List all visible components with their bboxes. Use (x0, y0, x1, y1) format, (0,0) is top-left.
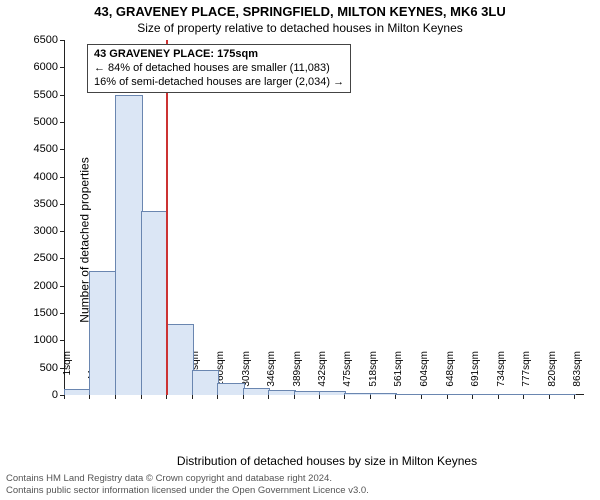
x-axis-label: Distribution of detached houses by size … (64, 454, 590, 468)
x-tick-mark (498, 395, 499, 399)
y-tick-mark (60, 67, 64, 68)
x-tick-mark (344, 395, 345, 399)
histogram-bar (370, 393, 397, 395)
callout-line-1: 43 GRAVENEY PLACE: 175sqm (94, 48, 344, 62)
chart-title: 43, GRAVENEY PLACE, SPRINGFIELD, MILTON … (0, 4, 600, 19)
histogram-bar (344, 393, 371, 395)
histogram-bar (64, 389, 91, 395)
x-tick-mark (217, 395, 218, 399)
x-tick-mark (395, 395, 396, 399)
y-tick-label: 4500 (18, 143, 58, 155)
y-tick-label: 4000 (18, 171, 58, 183)
x-tick-mark (523, 395, 524, 399)
y-tick-mark (60, 177, 64, 178)
y-tick-label: 5500 (18, 89, 58, 101)
footer-line-2: Contains public sector information licen… (6, 485, 369, 497)
histogram-bar (192, 370, 219, 395)
histogram-bar (268, 390, 295, 395)
histogram-bar (89, 271, 116, 395)
x-tick-mark (268, 395, 269, 399)
x-tick-mark (64, 395, 65, 399)
x-tick-mark (115, 395, 116, 399)
footer-attribution: Contains HM Land Registry data © Crown c… (6, 473, 369, 497)
y-tick-label: 2000 (18, 280, 58, 292)
y-tick-label: 0 (18, 389, 58, 401)
histogram-bar (319, 391, 346, 395)
histogram-bar (549, 394, 576, 395)
histogram-bar (141, 211, 168, 396)
x-tick-mark (294, 395, 295, 399)
histogram-bar (166, 324, 193, 395)
footer-line-1: Contains HM Land Registry data © Crown c… (6, 473, 369, 485)
y-tick-label: 500 (18, 362, 58, 374)
y-tick-mark (60, 40, 64, 41)
plot-area: 0500100015002000250030003500400045005000… (64, 40, 584, 395)
x-tick-mark (89, 395, 90, 399)
y-tick-label: 1000 (18, 334, 58, 346)
histogram-bar (243, 388, 270, 395)
y-tick-label: 6000 (18, 61, 58, 73)
callout-box: 43 GRAVENEY PLACE: 175sqm ← 84% of detac… (87, 44, 351, 93)
x-tick-mark (141, 395, 142, 399)
callout-line-3: 16% of semi-detached houses are larger (… (94, 76, 344, 90)
x-tick-mark (472, 395, 473, 399)
reference-marker-line (166, 40, 168, 395)
histogram-bar (447, 394, 474, 395)
x-tick-mark (421, 395, 422, 399)
y-tick-mark (60, 258, 64, 259)
y-tick-mark (60, 231, 64, 232)
x-tick-mark (192, 395, 193, 399)
x-tick-mark (549, 395, 550, 399)
y-tick-mark (60, 286, 64, 287)
x-tick-mark (447, 395, 448, 399)
histogram-bar (472, 394, 499, 395)
x-tick-mark (370, 395, 371, 399)
y-tick-mark (60, 204, 64, 205)
y-tick-mark (60, 149, 64, 150)
y-tick-mark (60, 122, 64, 123)
x-tick-mark (243, 395, 244, 399)
x-tick-mark (574, 395, 575, 399)
histogram-bar (115, 95, 143, 395)
y-tick-label: 3500 (18, 198, 58, 210)
y-tick-label: 5000 (18, 116, 58, 128)
callout-line-2: ← 84% of detached houses are smaller (11… (94, 62, 344, 76)
x-tick-mark (166, 395, 167, 399)
y-tick-label: 2500 (18, 252, 58, 264)
y-tick-mark (60, 313, 64, 314)
histogram-bar (217, 383, 244, 395)
y-tick-mark (60, 95, 64, 96)
y-axis-line (64, 40, 65, 395)
chart-subtitle: Size of property relative to detached ho… (0, 21, 600, 35)
histogram-bar (523, 394, 550, 395)
x-tick-mark (319, 395, 320, 399)
histogram-bar (294, 391, 321, 395)
y-tick-mark (60, 340, 64, 341)
y-tick-label: 6500 (18, 34, 58, 46)
histogram-bar (421, 394, 449, 395)
histogram-bar (395, 394, 422, 395)
y-tick-label: 3000 (18, 225, 58, 237)
histogram-bar (498, 394, 525, 395)
y-tick-label: 1500 (18, 307, 58, 319)
